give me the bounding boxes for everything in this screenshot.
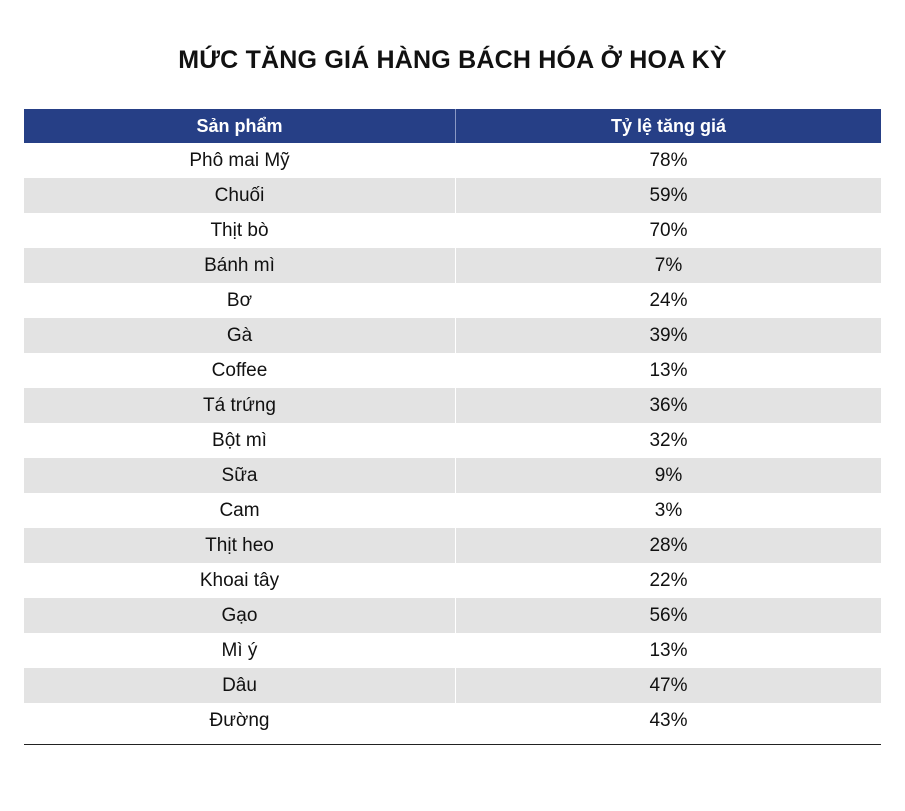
page-title: MỨC TĂNG GIÁ HÀNG BÁCH HÓA Ở HOA KỲ [178,46,727,74]
product-cell: Dâu [24,668,456,703]
product-cell: Bánh mì [24,248,456,283]
table-row: Đường 43% [24,703,881,738]
price-increase-table: Sản phẩm Tỷ lệ tăng giá Phô mai Mỹ 78% C… [24,109,881,745]
rate-cell: 3% [654,499,683,521]
column-header-rate: Tỷ lệ tăng giá [610,115,727,136]
table-row: Thịt heo 28% [24,528,881,563]
table-row: Coffee 13% [24,353,881,388]
table-row: Bột mì 32% [24,423,881,458]
rate-cell: 22% [649,569,688,591]
rate-cell: 28% [649,534,688,556]
table-row: Cam 3% [24,493,881,528]
product-cell: Mì ý [24,633,456,668]
rate-cell: 56% [649,604,688,626]
product-cell: Gà [24,318,456,353]
table-row: Tá trứng 36% [24,388,881,423]
rate-cell: 70% [649,219,688,241]
product-cell: Cam [24,493,456,528]
rate-cell: 39% [649,324,688,346]
rate-cell: 47% [649,674,688,696]
product-cell: Tá trứng [24,388,456,423]
table-row: Gà 39% [24,318,881,353]
product-cell: Sữa [24,458,456,493]
table-body: Phô mai Mỹ 78% Chuối 59% Thịt bò 70% Bán… [24,143,881,738]
rate-cell: 24% [649,289,688,311]
table-row: Mì ý 13% [24,633,881,668]
product-cell: Gạo [24,598,456,633]
rate-cell: 32% [649,429,688,451]
rate-cell: 13% [649,359,688,381]
product-cell: Bột mì [24,423,456,458]
table-row: Dâu 47% [24,668,881,703]
table-header: Sản phẩm Tỷ lệ tăng giá [24,109,881,143]
product-cell: Thịt heo [24,528,456,563]
rate-cell: 78% [649,149,688,171]
rate-cell: 59% [649,184,688,206]
rate-cell: 36% [649,394,688,416]
table-row: Chuối 59% [24,178,881,213]
product-cell: Chuối [24,178,456,213]
table-row: Sữa 9% [24,458,881,493]
table-bottom-rule [24,744,881,745]
table-row: Gạo 56% [24,598,881,633]
table-row: Bánh mì 7% [24,248,881,283]
table-row: Khoai tây 22% [24,563,881,598]
column-header-product: Sản phẩm [24,109,456,143]
product-cell: Đường [24,703,456,738]
table-row: Thịt bò 70% [24,213,881,248]
product-cell: Khoai tây [24,563,456,598]
rate-cell: 13% [649,639,688,661]
rate-cell: 7% [654,254,683,276]
rate-cell: 43% [649,709,688,731]
table-row: Bơ 24% [24,283,881,318]
table-row: Phô mai Mỹ 78% [24,143,881,178]
product-cell: Coffee [24,353,456,388]
product-cell: Bơ [24,283,456,318]
rate-cell: 9% [654,464,683,486]
product-cell: Thịt bò [24,213,456,248]
product-cell: Phô mai Mỹ [24,143,456,178]
